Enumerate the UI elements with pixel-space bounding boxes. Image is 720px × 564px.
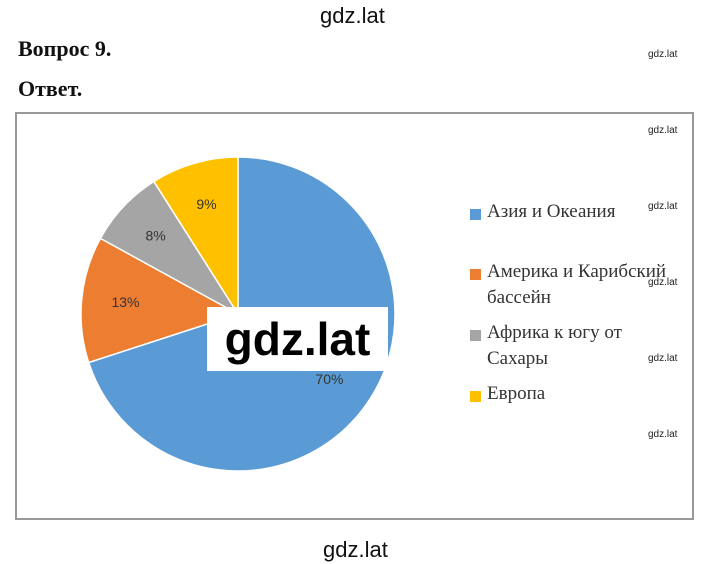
question: Вопрос 9. [18, 36, 112, 61]
legend-label: Азия и Океания [487, 201, 616, 222]
value-label: 9% [196, 196, 216, 212]
legend-label: Америка и Карибский бассейн [487, 261, 667, 308]
side-watermark: gdz.lat [648, 429, 678, 440]
side-watermark: gdz.lat [648, 353, 678, 364]
legend-label: Европа [487, 383, 546, 404]
value-label: 13% [111, 294, 139, 310]
legend-label: Африка к югу от Сахары [487, 322, 622, 369]
pie-slice [80, 237, 240, 364]
answer: Ответ. [18, 76, 83, 101]
pie-slice [152, 156, 239, 317]
legend-swatch [470, 391, 481, 402]
side-watermark: gdz.lat [648, 277, 678, 288]
site-footer: gdz.lat [323, 537, 388, 562]
legend-swatch [470, 330, 481, 341]
legend-swatch [470, 269, 481, 280]
side-watermark: gdz.lat [648, 201, 678, 212]
site-header: gdz.lat [320, 3, 385, 28]
value-label: 70% [315, 371, 343, 387]
watermark: gdz.lat [207, 307, 388, 371]
value-label: 8% [145, 227, 165, 243]
side-watermark: gdz.lat [648, 125, 678, 136]
legend-swatch [470, 209, 481, 220]
chart-frame [15, 112, 694, 520]
side-watermark: gdz.lat [648, 49, 678, 60]
